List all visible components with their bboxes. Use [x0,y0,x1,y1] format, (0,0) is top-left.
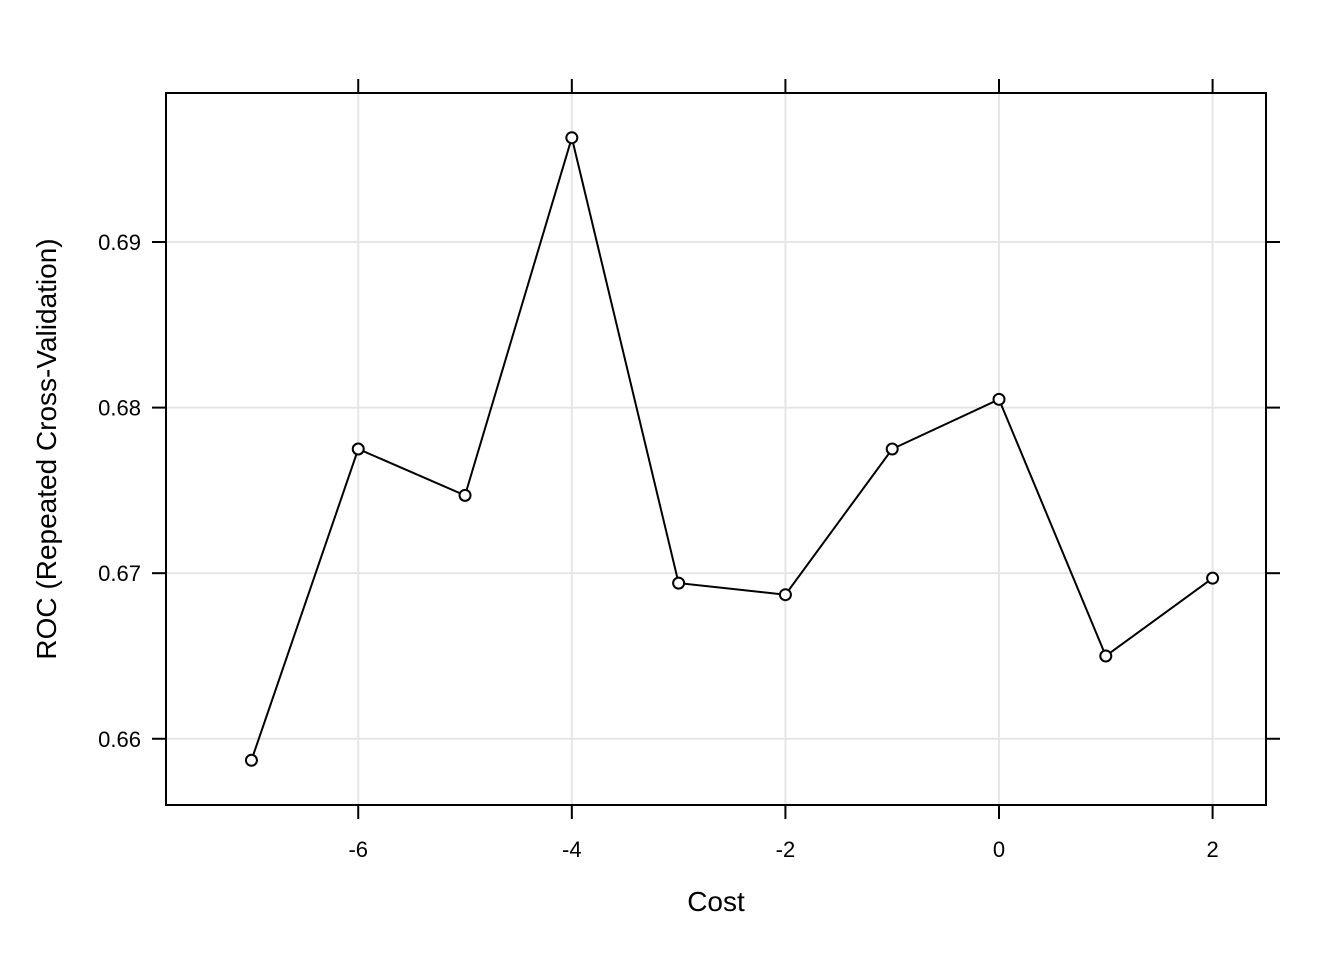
data-series [244,131,1220,767]
data-point-marker [565,131,579,145]
data-point-marker [1206,571,1220,585]
series-line [250,133,1214,761]
data-point-marker [778,588,792,602]
grid-lines [166,93,1266,805]
y-tick-label: 0.66 [98,727,141,752]
x-axis-title: Cost [687,886,745,917]
x-tick-label: 2 [1206,837,1218,862]
data-point-marker [885,442,899,456]
x-tick-label: -2 [776,837,796,862]
data-point-marker [458,488,472,502]
data-point-marker [1099,649,1113,663]
y-tick-label: 0.67 [98,561,141,586]
x-tick-label: -6 [348,837,368,862]
data-point-marker [244,753,258,767]
x-tick-label: -4 [562,837,582,862]
data-point-marker [672,576,686,590]
axis-ticks: -6 -4 -2 0 2 0.66 0.67 0.68 0.69 [98,79,1280,862]
y-axis-title: ROC (Repeated Cross-Validation) [31,238,62,659]
y-tick-label: 0.68 [98,396,141,421]
y-tick-label: 0.69 [98,230,141,255]
data-point-marker [992,392,1006,406]
x-tick-label: 0 [993,837,1005,862]
data-point-marker [351,442,365,456]
plot-frame [165,92,1267,806]
